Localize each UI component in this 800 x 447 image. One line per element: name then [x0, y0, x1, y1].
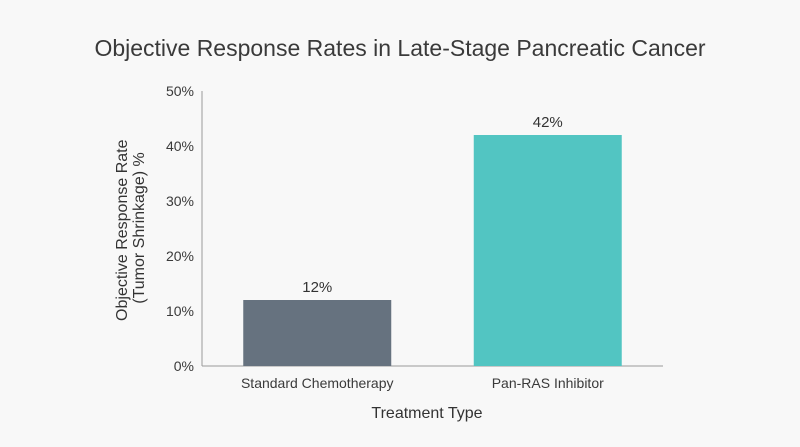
bars-group: 12% Standard Chemotherapy 42% Pan-RAS Inhib…	[241, 114, 622, 391]
x-category-label: Pan-RAS Inhibitor	[492, 375, 604, 391]
y-tick-label: 10%	[166, 303, 194, 319]
y-tick-label: 0%	[174, 358, 194, 374]
bar	[473, 135, 622, 366]
y-tick-label: 30%	[166, 193, 194, 209]
chart-title: Objective Response Rates in Late-Stage P…	[94, 35, 705, 61]
y-tick-label: 40%	[166, 138, 194, 154]
x-axis-title: Treatment Type	[371, 405, 482, 422]
bar	[243, 300, 392, 366]
y-tick-label: 50%	[166, 83, 194, 99]
bar-data-label: 42%	[533, 114, 563, 131]
y-axis-title-line-1: Objective Response Rate	[114, 139, 131, 321]
x-category-label: Standard Chemotherapy	[241, 375, 394, 391]
y-axis-title: Objective Response Rate (Tumor Shrinkage…	[114, 135, 148, 321]
y-axis-title-line-2: (Tumor Shrinkage) %	[131, 152, 148, 303]
y-axis-ticks: 0% 10% 20% 30% 40% 50%	[166, 83, 194, 374]
y-tick-label: 20%	[166, 248, 194, 264]
bar-data-label: 12%	[302, 279, 332, 296]
